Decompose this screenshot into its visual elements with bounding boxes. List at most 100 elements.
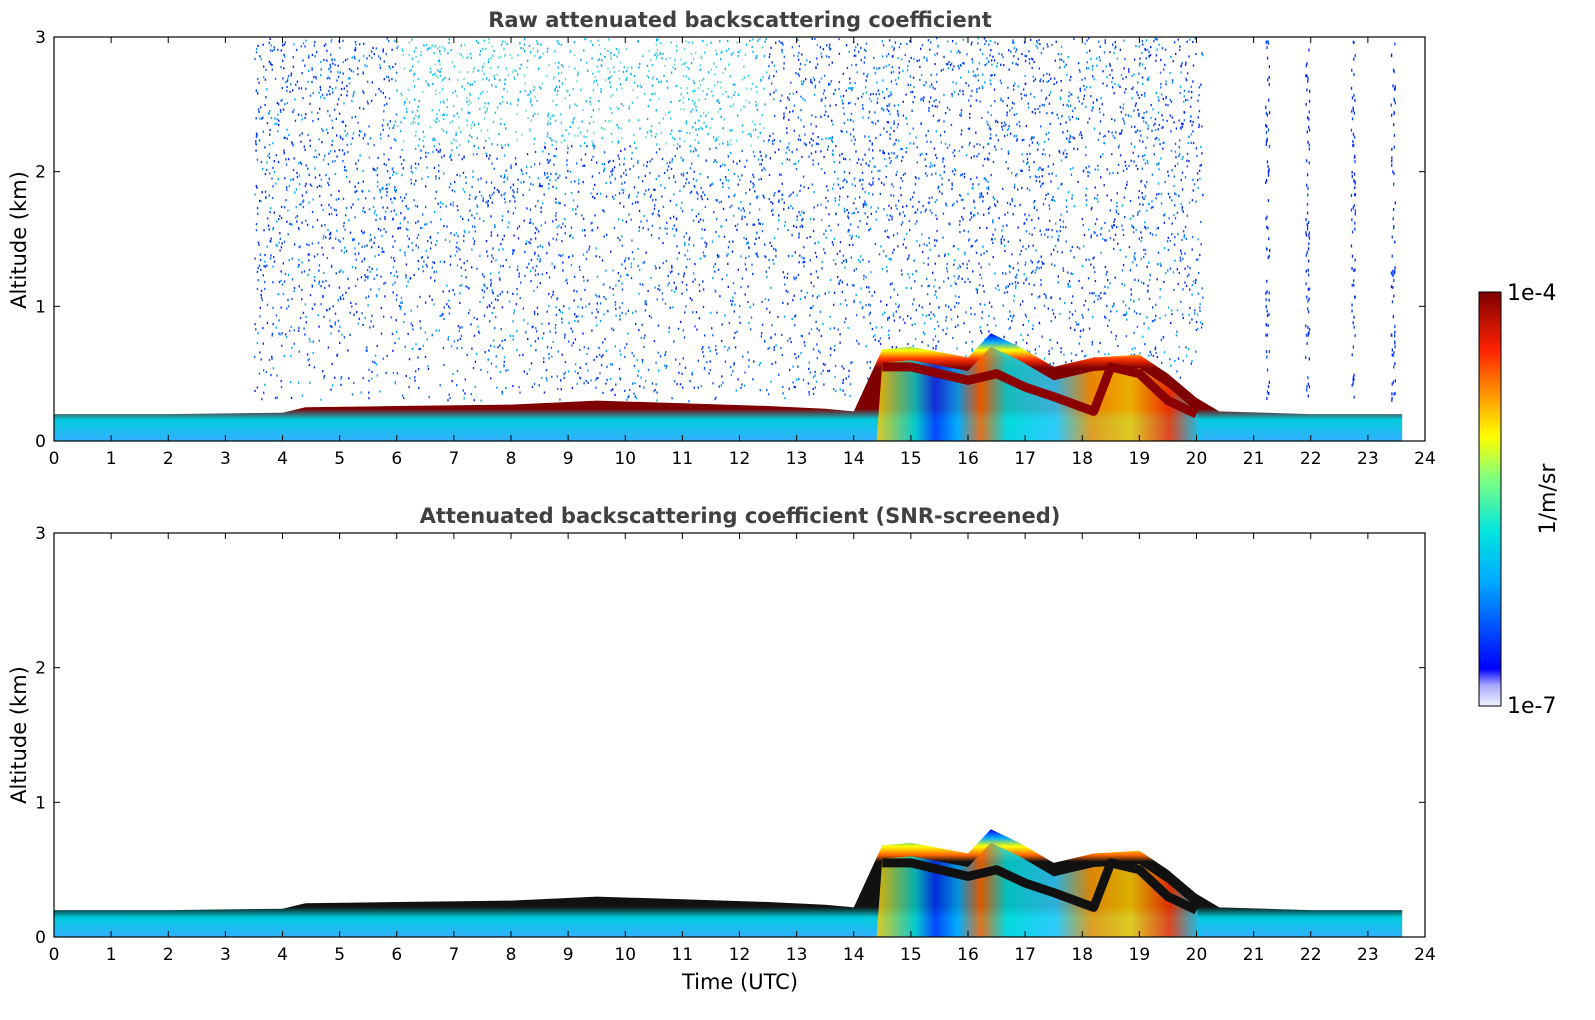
raw-noise-point [892, 234, 895, 237]
raw-noise-point [794, 315, 796, 318]
raw-noise-point [357, 67, 359, 70]
raw-noise-point [763, 87, 765, 90]
raw-noise-point [286, 128, 288, 131]
raw-noise-point [767, 140, 769, 143]
raw-noise-point [700, 57, 703, 60]
raw-noise-point [526, 266, 528, 269]
raw-noise-point [368, 125, 370, 128]
raw-noise-point [890, 207, 892, 210]
raw-noise-point [854, 82, 856, 85]
raw-noise-point [388, 158, 390, 161]
raw-noise-point [849, 158, 851, 161]
raw-noise-point [537, 49, 539, 52]
raw-noise-point [406, 285, 408, 288]
raw-noise-point [1083, 94, 1086, 97]
raw-noise-point [725, 90, 727, 93]
raw-noise-point [388, 183, 390, 186]
raw-noise-point [825, 229, 827, 232]
raw-noise-point [259, 306, 261, 309]
raw-noise-point [584, 229, 586, 232]
raw-noise-point [1140, 258, 1143, 261]
raw-noise-point [503, 356, 506, 359]
raw-noise-point [1040, 278, 1042, 282]
raw-noise-point [843, 321, 846, 324]
raw-noise-point [394, 197, 396, 200]
raw-noise-point [290, 83, 292, 86]
raw-noise-point [775, 249, 777, 252]
raw-noise-point [868, 313, 871, 316]
raw-noise-point [323, 375, 326, 378]
raw-noise-point [432, 261, 434, 264]
raw-noise-point [685, 305, 687, 308]
raw-noise-point [286, 220, 288, 223]
raw-noise-point [595, 161, 598, 164]
raw-noise-point [493, 339, 495, 342]
raw-noise-point [627, 309, 629, 312]
raw-noise-point [343, 222, 345, 225]
raw-noise-point [1038, 175, 1040, 179]
raw-noise-point [699, 83, 702, 86]
raw-noise-point [876, 101, 879, 105]
raw-noise-point [425, 263, 427, 266]
raw-noise-point [280, 66, 282, 69]
raw-noise-point [668, 282, 670, 285]
raw-noise-point [339, 71, 341, 74]
raw-noise-point [557, 72, 560, 75]
raw-noise-point [651, 213, 653, 216]
raw-noise-point [771, 209, 773, 212]
raw-noise-point [1178, 194, 1180, 197]
raw-noise-point [827, 148, 829, 151]
raw-noise-point [264, 281, 266, 284]
raw-noise-point [427, 365, 429, 368]
raw-noise-point [537, 112, 539, 116]
raw-noise-point [529, 129, 531, 132]
raw-noise-point [611, 93, 614, 96]
raw-noise-point [450, 153, 452, 156]
raw-noise-point [1122, 228, 1124, 231]
raw-noise-point [733, 194, 735, 198]
raw-noise-point [304, 64, 306, 67]
raw-noise-point [981, 311, 983, 314]
raw-noise-point [646, 161, 649, 164]
raw-noise-point [790, 341, 792, 344]
raw-noise-point [492, 120, 495, 123]
raw-noise-point [1157, 128, 1159, 131]
raw-noise-point [1007, 285, 1009, 288]
raw-noise-point [339, 135, 341, 138]
raw-noise-point [501, 146, 503, 149]
raw-noise-point [794, 324, 796, 327]
raw-noise-point [719, 295, 721, 298]
raw-noise-point [737, 55, 739, 58]
raw-noise-point [435, 175, 437, 178]
raw-noise-point [691, 162, 693, 165]
raw-noise-point [807, 187, 810, 190]
raw-noise-point [496, 157, 498, 160]
raw-noise-point [596, 192, 598, 195]
raw-noise-point [868, 164, 870, 167]
raw-noise-point [669, 132, 672, 136]
raw-noise-point [978, 62, 980, 65]
raw-noise-point [1083, 245, 1085, 248]
raw-noise-point [534, 273, 537, 277]
raw-noise-point [1071, 313, 1074, 316]
raw-noise-point [381, 186, 384, 189]
raw-noise-point [281, 98, 283, 101]
raw-noise-point [793, 104, 796, 107]
raw-noise-point [374, 361, 376, 364]
raw-noise-point [855, 267, 858, 271]
raw-noise-point [414, 204, 417, 207]
raw-noise-point [1118, 144, 1121, 147]
raw-noise-point [452, 372, 454, 376]
raw-noise-point [583, 141, 586, 144]
raw-noise-point [322, 158, 325, 161]
raw-noise-point [666, 80, 668, 83]
raw-noise-point [490, 377, 492, 380]
raw-noise-point [308, 56, 310, 59]
raw-noise-point [555, 103, 557, 107]
raw-noise-point [840, 95, 842, 98]
raw-noise-point [255, 134, 258, 137]
raw-noise-point [946, 146, 949, 149]
raw-noise-point [685, 120, 688, 123]
raw-noise-point [1060, 98, 1062, 101]
raw-noise-point [756, 103, 759, 106]
